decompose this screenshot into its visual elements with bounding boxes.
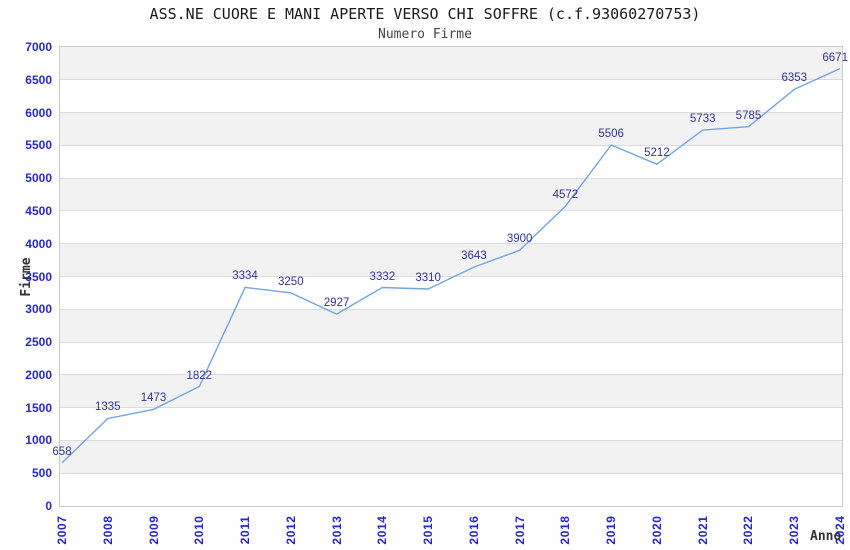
data-label: 4572 bbox=[552, 189, 579, 202]
plot-band bbox=[60, 440, 842, 474]
y-tick-label: 5000 bbox=[25, 171, 52, 186]
x-tick-label: 2023 bbox=[787, 515, 802, 545]
x-tick-label: 2022 bbox=[741, 515, 756, 545]
data-label: 5212 bbox=[644, 147, 670, 160]
x-tick-label: 2018 bbox=[558, 515, 573, 545]
plot-band bbox=[60, 276, 842, 310]
y-tick-label: 3500 bbox=[25, 269, 52, 284]
x-tick-label: 2013 bbox=[329, 515, 344, 545]
x-tick-label: 2017 bbox=[512, 515, 527, 545]
gridline bbox=[60, 407, 842, 409]
x-tick-label: 2016 bbox=[466, 515, 481, 545]
plot-band bbox=[60, 47, 842, 80]
gridline bbox=[60, 177, 842, 179]
data-label: 5785 bbox=[735, 109, 762, 122]
y-tick-label: 3000 bbox=[25, 302, 52, 317]
series-line bbox=[61, 67, 841, 464]
series-line-svg bbox=[61, 67, 841, 464]
y-tick-label: 1000 bbox=[25, 433, 52, 448]
plot-area bbox=[59, 46, 843, 507]
gridline bbox=[60, 79, 842, 81]
x-tick-label: 2011 bbox=[238, 515, 253, 545]
plot-band bbox=[60, 178, 842, 211]
gridline bbox=[60, 112, 842, 114]
y-tick-label: 7000 bbox=[25, 40, 52, 54]
y-tick-label: 0 bbox=[45, 499, 52, 513]
gridline bbox=[60, 472, 842, 474]
y-tick-label: 6000 bbox=[25, 105, 52, 120]
x-tick-label: 2019 bbox=[604, 515, 619, 545]
y-tick-label: 4500 bbox=[25, 203, 52, 218]
gridline bbox=[60, 276, 842, 277]
data-label: 6671 bbox=[822, 51, 848, 64]
x-tick-label: 2020 bbox=[649, 515, 664, 545]
data-label: 3334 bbox=[232, 270, 258, 283]
y-tick-label: 1500 bbox=[25, 400, 52, 415]
y-tick-label: 2000 bbox=[25, 367, 52, 382]
data-label: 1473 bbox=[140, 392, 167, 405]
data-label: 3643 bbox=[461, 250, 487, 263]
data-label: 6353 bbox=[781, 72, 808, 85]
x-tick-label: 2012 bbox=[283, 515, 298, 545]
x-tick-label: 2009 bbox=[146, 515, 161, 545]
gridline bbox=[60, 439, 842, 441]
x-tick-label: 2007 bbox=[55, 515, 69, 545]
data-label: 3332 bbox=[369, 270, 396, 283]
x-tick-label: 2008 bbox=[100, 515, 115, 545]
gridline bbox=[60, 341, 842, 343]
data-label: 658 bbox=[52, 445, 72, 458]
plot-band bbox=[60, 407, 842, 441]
gridline bbox=[60, 144, 842, 146]
y-tick-label: 500 bbox=[31, 466, 52, 481]
chart-subtitle: Numero Firme bbox=[378, 27, 472, 42]
x-tick-label: 2010 bbox=[192, 515, 207, 545]
chart-title: ASS.NE CUORE E MANI APERTE VERSO CHI SOF… bbox=[149, 5, 701, 23]
x-axis-title: Anno bbox=[810, 529, 842, 544]
y-tick-label: 6500 bbox=[25, 72, 52, 87]
data-label: 1822 bbox=[186, 369, 213, 382]
gridline bbox=[60, 374, 842, 376]
gridline bbox=[60, 308, 842, 310]
data-label: 3900 bbox=[506, 233, 533, 246]
plot-band bbox=[60, 473, 842, 506]
y-tick-label: 5500 bbox=[25, 138, 52, 153]
gridline bbox=[60, 210, 842, 212]
y-tick-label: 2500 bbox=[25, 335, 52, 350]
data-label: 2927 bbox=[323, 297, 350, 310]
data-label: 5506 bbox=[598, 127, 624, 140]
plot-band bbox=[60, 309, 842, 343]
data-label: 5733 bbox=[689, 113, 716, 126]
data-label: 3250 bbox=[278, 275, 304, 288]
x-tick-label: 2021 bbox=[695, 515, 710, 545]
y-tick-label: 4000 bbox=[25, 236, 52, 251]
x-tick-label: 2015 bbox=[421, 515, 436, 545]
plot-band bbox=[60, 342, 842, 375]
data-label: 3310 bbox=[415, 271, 441, 284]
plot-band bbox=[60, 79, 842, 113]
x-tick-label: 2014 bbox=[375, 515, 390, 545]
plot-band bbox=[60, 243, 842, 277]
plot-band bbox=[60, 145, 842, 179]
data-label: 1335 bbox=[94, 401, 121, 414]
gridline bbox=[60, 243, 842, 245]
plot-band bbox=[60, 210, 842, 244]
